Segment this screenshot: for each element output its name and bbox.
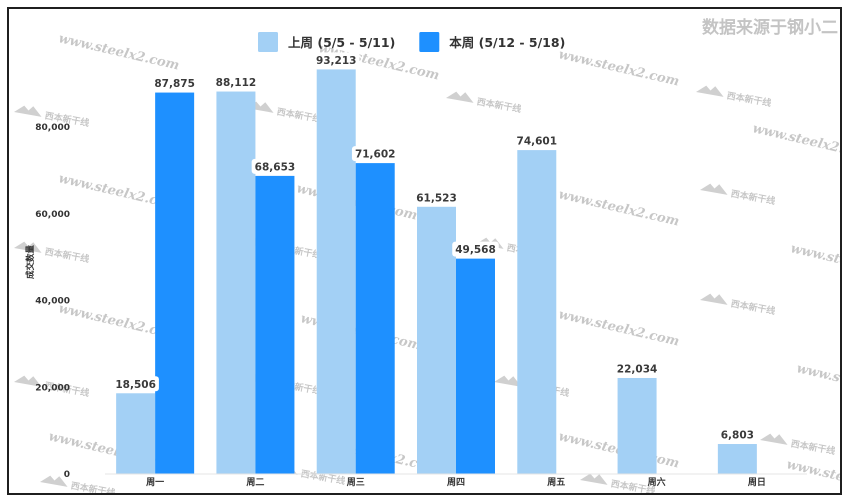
bar-last-week-tue xyxy=(216,91,256,474)
data-label-text: 88,112 xyxy=(216,77,257,89)
bar-this-week-wed xyxy=(355,163,395,474)
bar-last-week-sat xyxy=(617,377,657,474)
mountain-icon xyxy=(580,473,608,485)
bar-last-week-wed xyxy=(316,69,356,474)
y-tick-label: 0 xyxy=(64,470,70,480)
data-label-this-week-tue: 68,653 xyxy=(251,158,299,174)
data-label-box xyxy=(717,427,757,443)
mountain-icon xyxy=(700,293,728,305)
data-label-text: 68,653 xyxy=(255,161,296,173)
data-label-this-week-wed: 71,602 xyxy=(351,146,399,162)
data-label-this-week-thu: 49,568 xyxy=(452,241,499,257)
data-label-text: 18,506 xyxy=(115,379,156,391)
legend-item-this-week[interactable]: 本周 (5/12 - 5/18) xyxy=(419,32,565,52)
x-tick-label-sat: 周六 xyxy=(648,476,666,488)
legend-swatch xyxy=(419,32,440,52)
data-label-last-week-sat: 22,034 xyxy=(613,360,661,376)
data-label-text: 49,568 xyxy=(455,244,496,256)
y-axis: 0 20,000 40,000 60,000 80,000 xyxy=(35,123,70,480)
data-labels: 18,506 88,112 93,213 61,523 74,601 22,034 6,80… xyxy=(112,52,757,443)
x-tick-label-sun: 周日 xyxy=(748,477,766,488)
legend-swatch xyxy=(258,32,278,52)
data-label-text: 71,602 xyxy=(355,149,396,161)
data-label-box xyxy=(413,189,460,205)
bar-this-week-tue xyxy=(255,175,295,474)
data-label-box xyxy=(513,133,561,149)
legend-item-last-week[interactable]: 上周 (5/5 - 5/11) xyxy=(258,32,395,52)
x-tick-label-fri: 周五 xyxy=(547,477,565,488)
data-label-last-week-fri: 74,601 xyxy=(513,133,561,149)
data-label-box xyxy=(613,360,661,376)
mountain-icon xyxy=(40,475,68,487)
x-tick-label-tue: 周二 xyxy=(246,477,264,488)
data-source-credit: 数据来源于钢小二 xyxy=(702,17,838,38)
x-axis: 周一 周二 周三 周四 周五 周六 周日 xyxy=(105,473,807,488)
data-label-last-week-sun: 6,803 xyxy=(717,427,757,443)
data-label-text: 74,601 xyxy=(517,136,558,148)
legend: 上周 (5/5 - 5/11) 本周 (5/12 - 5/18) xyxy=(258,32,565,52)
data-label-text: 93,213 xyxy=(316,55,357,67)
data-label-text: 6,803 xyxy=(721,430,754,442)
data-label-text: 61,523 xyxy=(416,192,457,204)
data-label-text: 87,875 xyxy=(154,78,195,90)
x-tick-label-mon: 周一 xyxy=(146,477,164,488)
mountain-icon xyxy=(14,241,42,253)
data-label-box xyxy=(151,75,198,91)
bar-last-week-fri xyxy=(517,150,557,474)
data-label-this-week-mon: 87,875 xyxy=(151,75,198,91)
mountain-icon xyxy=(494,375,522,387)
mountain-icon xyxy=(760,433,788,445)
data-label-last-week-wed: 93,213 xyxy=(312,52,360,68)
data-label-box xyxy=(251,158,299,174)
mountain-icon xyxy=(446,91,474,103)
data-label-box xyxy=(452,241,499,257)
data-label-text: 22,034 xyxy=(617,363,658,375)
data-label-box xyxy=(312,52,360,68)
data-label-box xyxy=(351,146,399,162)
data-label-box xyxy=(212,74,260,90)
data-label-last-week-thu: 61,523 xyxy=(413,189,460,205)
y-tick-label: 20,000 xyxy=(35,383,70,393)
bar-last-week-mon xyxy=(116,393,156,474)
y-tick-label: 60,000 xyxy=(35,210,70,220)
x-tick-label-wed: 周三 xyxy=(347,477,365,488)
y-axis-title: 成交数量 xyxy=(25,245,36,280)
mountain-icon xyxy=(14,375,42,387)
bar-last-week-sun xyxy=(717,444,757,474)
y-tick-label: 40,000 xyxy=(35,297,70,307)
mountain-icon xyxy=(14,105,42,117)
y-tick-label: 80,000 xyxy=(35,123,70,133)
data-label-last-week-mon: 18,506 xyxy=(112,376,159,392)
mountain-icon xyxy=(696,85,724,97)
bar-this-week-thu xyxy=(456,258,495,474)
bar-this-week-mon xyxy=(155,92,195,474)
legend-label: 本周 (5/12 - 5/18) xyxy=(449,35,565,50)
data-label-last-week-tue: 88,112 xyxy=(212,74,260,90)
legend-label: 上周 (5/5 - 5/11) xyxy=(288,35,395,50)
data-label-box xyxy=(112,376,159,392)
mountain-icon xyxy=(700,183,728,195)
bar-last-week-thu xyxy=(417,206,456,474)
x-tick-label-thu: 周四 xyxy=(447,477,465,488)
bars xyxy=(116,69,757,474)
